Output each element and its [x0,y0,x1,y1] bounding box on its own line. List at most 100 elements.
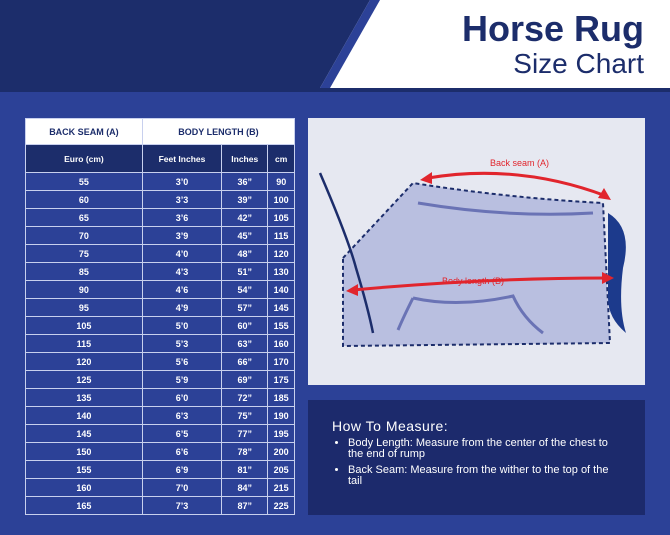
table-row: 65 3’6 42” 105 [25,208,295,227]
cell: 100 [267,190,295,209]
cell: 105 [267,208,295,227]
group-header: BODY LENGTH (B) [141,118,296,145]
cell: 90 [25,280,143,299]
cell: 95 [25,298,143,317]
banner-line [0,88,670,92]
cell: 150 [25,442,143,461]
cell: 115 [25,334,143,353]
cell: 51” [221,262,269,281]
horse-neck [318,172,375,334]
cell: 6’9 [141,460,223,479]
how-item: Body Length: Measure from the center of … [348,438,645,460]
table-row: 145 6’5 77” 195 [25,424,295,443]
cell: 60 [25,190,143,209]
cell: 205 [267,460,295,479]
cell: 175 [267,370,295,389]
cell: 54” [221,280,269,299]
cell: 155 [25,460,143,479]
horse-back [417,201,594,216]
group-header: BACK SEAM (A) [25,118,143,145]
column-header: Feet Inches [141,144,223,173]
cell: 160 [267,334,295,353]
cell: 225 [267,496,295,515]
cell: 120 [25,352,143,371]
cell: 5’9 [141,370,223,389]
column-header-row: Euro (cm) Feet Inches Inches cm [25,144,295,173]
cell: 115 [267,226,295,245]
cell: 3’3 [141,190,223,209]
cell: 215 [267,478,295,497]
cell: 65 [25,208,143,227]
cell: 85 [25,262,143,281]
cell: 72” [221,388,269,407]
table-row: 125 5’9 69” 175 [25,370,295,389]
size-table: BACK SEAM (A) BODY LENGTH (B) Euro (cm) Fe… [25,118,296,515]
cell: 140 [25,406,143,425]
label-a: Back seam (A) [490,158,549,168]
banner [0,0,670,92]
table-row: 140 6’3 75” 190 [25,406,295,425]
table-row: 155 6’9 81” 205 [25,460,295,479]
table-row: 85 4’3 51” 130 [25,262,295,281]
cell: 7’3 [141,496,223,515]
cell: 45” [221,226,269,245]
cell: 84” [221,478,269,497]
table-row: 75 4’0 48” 120 [25,244,295,263]
cell: 135 [25,388,143,407]
cell: 81” [221,460,269,479]
cell: 185 [267,388,295,407]
cell: 190 [267,406,295,425]
cell: 87” [221,496,269,515]
cell: 66” [221,352,269,371]
how-to-measure: How To Measure: Body Length: Measure fro… [308,400,645,515]
arrowhead [420,172,432,184]
cell: 78” [221,442,269,461]
cell: 7’0 [141,478,223,497]
cell: 3’0 [141,172,223,191]
cell: 6’6 [141,442,223,461]
diagram: Back seam (A) Body length (B) [308,118,645,385]
cell: 60” [221,316,269,335]
cell: 90 [267,172,295,191]
cell: 69” [221,370,269,389]
cell: 36” [221,172,269,191]
cell: 4’0 [141,244,223,263]
cell: 160 [25,478,143,497]
arrow-b [352,276,609,292]
cell: 42” [221,208,269,227]
cell: 70 [25,226,143,245]
horse-legs [396,294,544,335]
cell: 48” [221,244,269,263]
cell: 55 [25,172,143,191]
column-header: Euro (cm) [25,144,143,173]
table-row: 120 5’6 66” 170 [25,352,295,371]
cell: 57” [221,298,269,317]
cell: 145 [25,424,143,443]
title: Horse Rug [461,8,644,49]
table-row: 60 3’3 39” 100 [25,190,295,209]
banner-dark [0,0,370,88]
cell: 4’3 [141,262,223,281]
cell: 75 [25,244,143,263]
cell: 5’3 [141,334,223,353]
column-header: cm [267,144,295,173]
cell: 120 [267,244,295,263]
cell: 200 [267,442,295,461]
table-row: 115 5’3 63” 160 [25,334,295,353]
how-title: How To Measure: [332,418,449,434]
arrow-a [427,171,607,198]
subtitle: Size Chart [513,48,644,79]
column-header: Inches [221,144,269,173]
cell: 130 [267,262,295,281]
label-b: Body length (B) [442,276,504,286]
cell: 6’0 [141,388,223,407]
arrowhead [602,272,614,284]
cell: 5’6 [141,352,223,371]
cell: 145 [267,298,295,317]
table-row: 90 4’6 54” 140 [25,280,295,299]
cell: 195 [267,424,295,443]
table-row: 105 5’0 60” 155 [25,316,295,335]
cell: 6’5 [141,424,223,443]
cell: 63” [221,334,269,353]
table-row: 95 4’9 57” 145 [25,298,295,317]
